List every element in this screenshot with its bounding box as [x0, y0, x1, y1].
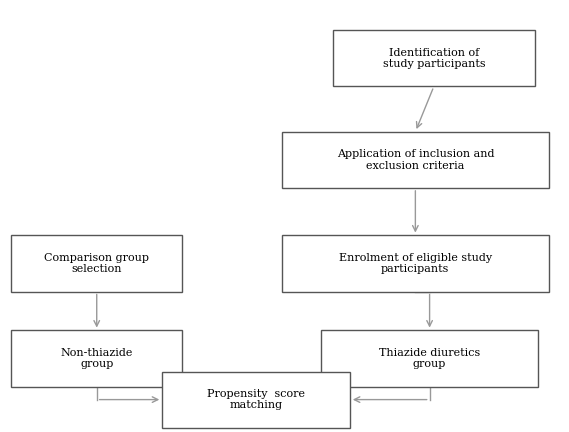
FancyBboxPatch shape [282, 235, 549, 292]
FancyBboxPatch shape [11, 235, 182, 292]
FancyBboxPatch shape [162, 372, 350, 428]
Text: Non-thiazide
group: Non-thiazide group [60, 348, 133, 369]
Text: Enrolment of eligible study
participants: Enrolment of eligible study participants [339, 253, 492, 274]
FancyBboxPatch shape [321, 330, 538, 387]
Text: Comparison group
selection: Comparison group selection [44, 253, 149, 274]
FancyBboxPatch shape [11, 330, 182, 387]
Text: Propensity  score
matching: Propensity score matching [207, 389, 305, 410]
FancyBboxPatch shape [333, 30, 535, 86]
Text: Identification of
study participants: Identification of study participants [382, 48, 485, 69]
Text: Thiazide diuretics
group: Thiazide diuretics group [379, 348, 480, 369]
FancyBboxPatch shape [282, 132, 549, 188]
Text: Application of inclusion and
exclusion criteria: Application of inclusion and exclusion c… [337, 149, 494, 171]
